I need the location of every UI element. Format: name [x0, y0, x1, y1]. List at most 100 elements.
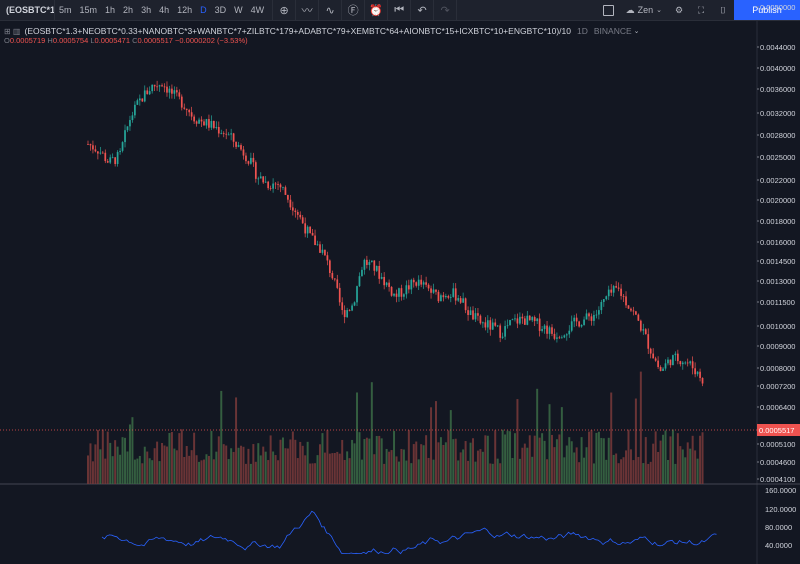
interval-1h[interactable]: 1h: [105, 5, 116, 15]
volume-bar: [681, 449, 684, 484]
candle-body: [333, 278, 336, 280]
volume-bar: [257, 443, 260, 484]
candle-body: [121, 142, 124, 151]
camera-icon[interactable]: ⌷: [720, 4, 726, 15]
candle-body: [464, 298, 467, 311]
interval-15m[interactable]: 15m: [79, 5, 98, 15]
candle-body: [294, 210, 297, 213]
volume-bar: [232, 451, 235, 484]
chevron-down-icon[interactable]: ⌄: [633, 28, 640, 35]
legend-settings-icon[interactable]: ⊞ ▥: [4, 26, 21, 36]
candle-body: [114, 157, 117, 164]
candle-body: [479, 315, 482, 324]
volume-bar: [207, 455, 210, 484]
candle-body: [166, 86, 168, 93]
financials-icon[interactable]: Ⓕ: [342, 0, 366, 20]
price-tick-label: 0.0004600: [760, 458, 795, 467]
volume-bar: [235, 397, 238, 484]
fullscreen-icon[interactable]: ⛶: [697, 4, 705, 15]
price-tick-label: 0.0008000: [760, 364, 795, 373]
undo-icon[interactable]: ↶: [411, 0, 435, 20]
volume-bar: [215, 451, 218, 484]
volume-bar: [143, 446, 146, 484]
price-tick-label: 0.0009000: [760, 342, 795, 351]
candle-body: [538, 318, 541, 331]
volume-bar: [691, 435, 694, 484]
volume-bar: [671, 429, 674, 484]
volume-bar: [607, 437, 610, 484]
volume-bar: [267, 460, 270, 484]
volume-bar: [380, 438, 383, 484]
compare-add-icon[interactable]: ⊕: [273, 0, 297, 20]
candle-body: [116, 152, 119, 164]
gear-icon[interactable]: ⚙: [674, 4, 684, 15]
volume-bar: [588, 431, 590, 484]
replay-icon[interactable]: ⏮: [388, 0, 412, 20]
interval-W[interactable]: W: [234, 5, 243, 15]
series-legend[interactable]: ⊞ ▥ (EOSBTC*1.3+NEOBTC*0.33+NANOBTC*3+WA…: [4, 26, 640, 36]
candle-body: [699, 371, 701, 378]
interval-3D[interactable]: 3D: [214, 5, 227, 15]
candle-body: [430, 288, 432, 293]
candle-body: [573, 317, 576, 322]
volume-bar: [358, 432, 361, 484]
candle-body: [321, 249, 324, 253]
interval-D[interactable]: D: [200, 5, 207, 15]
volume-bar: [657, 451, 660, 484]
volume-bar: [242, 446, 245, 484]
volume-bar: [333, 452, 336, 484]
chart-style-icon[interactable]: 〰: [296, 0, 320, 20]
volume-bar: [126, 451, 129, 484]
candle-body: [620, 288, 622, 296]
volume-bar: [494, 430, 497, 484]
indicator-tick-label: 80.0000: [765, 523, 792, 532]
redo-icon[interactable]: ↷: [434, 0, 458, 20]
volume-bar: [479, 449, 482, 484]
volume-bar: [89, 443, 92, 484]
volume-bar: [225, 445, 228, 484]
volume-bar: [501, 429, 504, 484]
volume-bar: [346, 451, 349, 484]
interval-12h[interactable]: 12h: [177, 5, 193, 15]
candle-body: [551, 327, 553, 334]
candle-body: [336, 279, 339, 288]
candle-body: [635, 311, 637, 315]
symbol-search[interactable]: (EOSBTC*1.: [0, 0, 55, 20]
candle-body: [254, 162, 257, 179]
volume-bar: [291, 431, 294, 484]
alert-icon[interactable]: ⏰: [365, 0, 389, 20]
volume-bar: [481, 451, 484, 484]
volume-bar: [326, 430, 329, 484]
candle-body: [227, 134, 230, 136]
candle-body: [111, 157, 114, 159]
volume-bar: [523, 443, 526, 484]
candle-body: [662, 368, 664, 371]
candle-body: [403, 294, 405, 297]
candle-body: [287, 194, 289, 200]
layout-select-icon[interactable]: [598, 0, 620, 20]
layout-name-label: Zen: [637, 5, 654, 15]
candle-body: [452, 288, 455, 297]
candle-body: [625, 296, 627, 306]
interval-5m[interactable]: 5m: [59, 5, 72, 15]
volume-bar: [370, 382, 373, 484]
volume-bar: [296, 458, 299, 484]
volume-bar: [299, 441, 302, 484]
candle-body: [393, 293, 395, 296]
indicators-icon[interactable]: ∿: [319, 0, 343, 20]
volume-bar: [294, 439, 297, 484]
layout-name-menu[interactable]: ☁ Zen ⌄: [620, 0, 668, 20]
interval-4W[interactable]: 4W: [250, 5, 265, 15]
interval-4h[interactable]: 4h: [159, 5, 170, 15]
interval-3h[interactable]: 3h: [141, 5, 152, 15]
interval-2h[interactable]: 2h: [123, 5, 134, 15]
volume-bar: [410, 463, 413, 484]
candle-body: [637, 314, 640, 321]
candle-body: [385, 282, 388, 286]
candle-body: [556, 337, 558, 339]
volume-bar: [141, 463, 144, 484]
candle-body: [200, 119, 203, 122]
publish-button[interactable]: Publish: [734, 0, 800, 20]
price-tick-label: 0.0040000: [760, 64, 795, 73]
